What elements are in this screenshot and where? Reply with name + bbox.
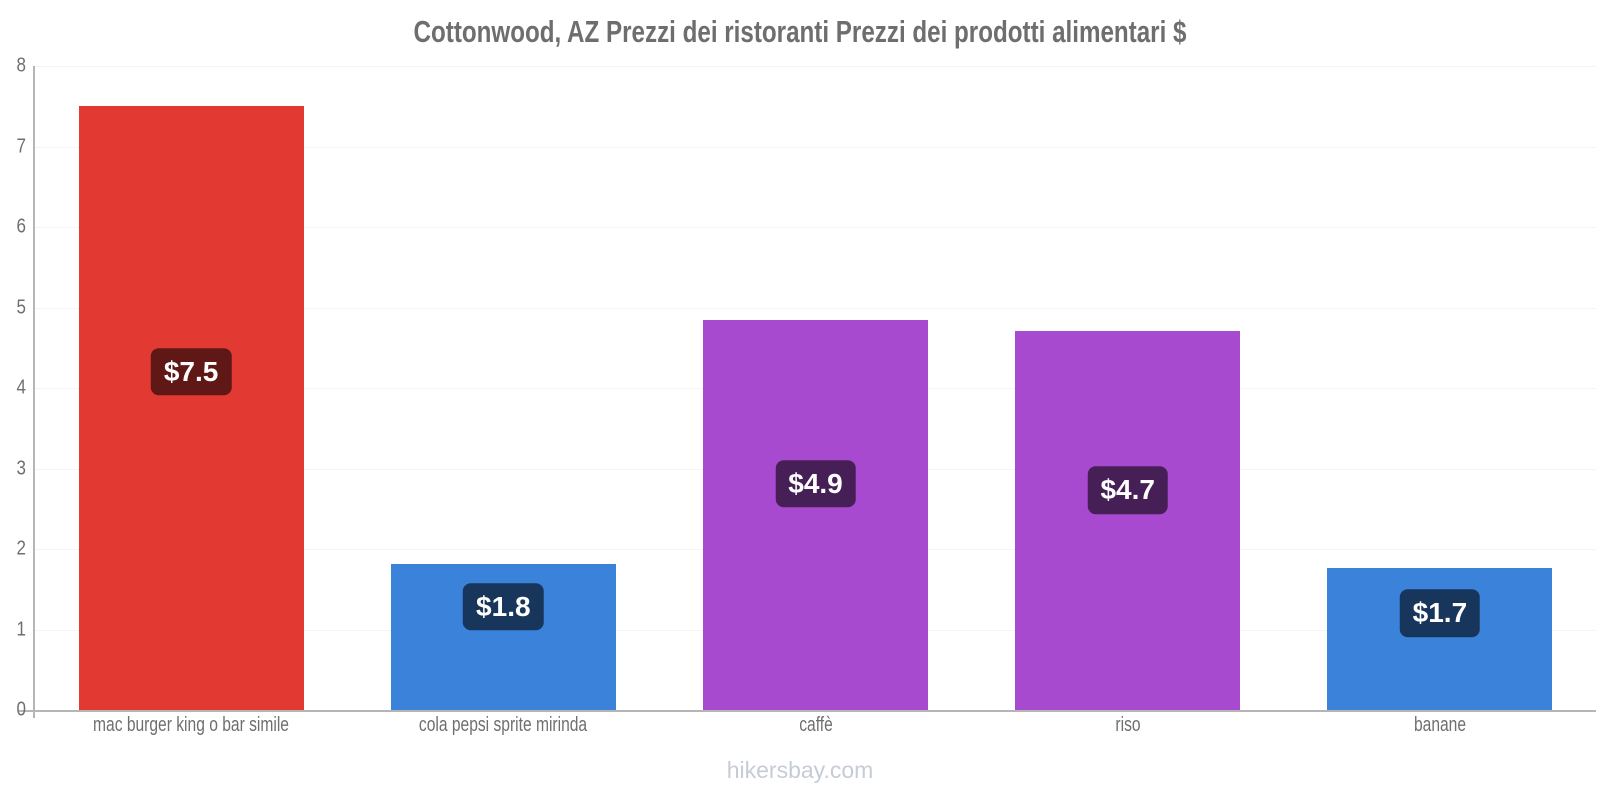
y-axis-line — [33, 66, 35, 718]
y-axis-tick-label: 6 — [16, 215, 26, 238]
y-axis-tick-label: 0 — [16, 698, 26, 721]
gridline — [35, 66, 1596, 67]
bar[interactable] — [78, 106, 304, 710]
x-axis-category-label: mac burger king o bar simile — [93, 714, 290, 736]
x-axis-category-label: cola pepsi sprite mirinda — [419, 714, 588, 736]
y-axis-tick-label: 2 — [16, 537, 26, 560]
bar-value-badge: $4.9 — [775, 459, 856, 508]
watermark-text: hikersbay.com — [726, 757, 874, 783]
x-axis-line — [18, 710, 1596, 712]
x-axis-category-label: caffè — [798, 714, 833, 736]
y-axis-tick-label: 5 — [16, 296, 26, 318]
y-axis-tick-label: 1 — [16, 618, 26, 640]
y-axis-tick-label: 4 — [16, 376, 26, 399]
x-axis-category-label: riso — [1115, 714, 1141, 736]
y-axis-tick-label: 8 — [16, 54, 26, 77]
bar-value-badge: $4.7 — [1087, 466, 1168, 514]
gridline — [35, 227, 1596, 228]
gridline — [35, 307, 1596, 309]
bar[interactable] — [703, 319, 928, 710]
y-axis-tick-label: 7 — [16, 135, 26, 157]
bar-value-badge: $7.5 — [150, 348, 232, 396]
x-axis-category-label: banane — [1413, 714, 1466, 736]
bar-value-badge: $1.7 — [1399, 589, 1481, 637]
chart-title: Cottonwood, AZ Prezzi dei ristoranti Pre… — [413, 14, 1187, 49]
y-axis-tick-label: 3 — [16, 457, 26, 479]
bar[interactable] — [1015, 330, 1241, 710]
bar-value-badge: $1.8 — [463, 582, 544, 631]
gridline — [35, 146, 1596, 148]
